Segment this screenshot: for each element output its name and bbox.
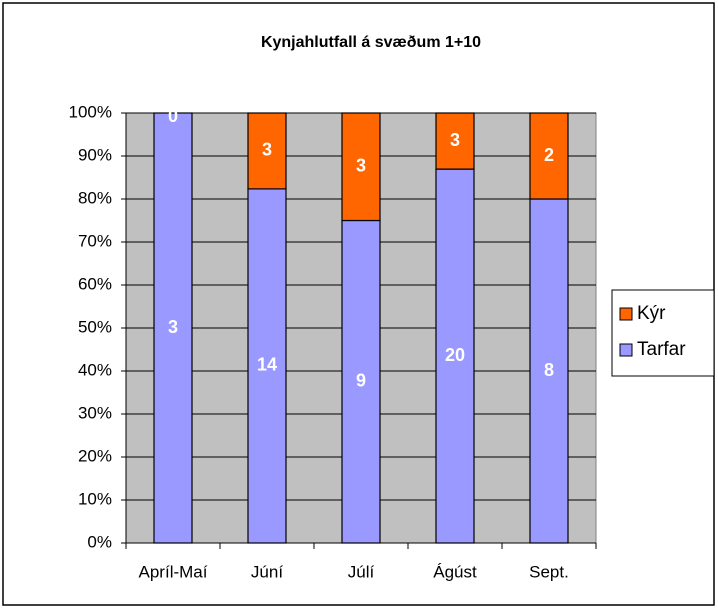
data-label: 20 <box>445 345 465 365</box>
y-tick-label: 20% <box>78 446 112 465</box>
y-tick-label: 0% <box>87 532 112 551</box>
data-label: 0 <box>168 106 178 126</box>
bar-segment <box>247 112 287 190</box>
y-tick-label: 60% <box>78 274 112 293</box>
bar-segment <box>153 112 193 544</box>
data-label: 3 <box>262 140 272 160</box>
y-tick-label: 50% <box>78 317 112 336</box>
legend-label: Kýr <box>637 303 666 324</box>
y-tick-label: 70% <box>78 231 112 250</box>
x-tick-label: Ágúst <box>433 562 477 581</box>
data-label: 8 <box>544 360 554 380</box>
x-tick-label: Júlí <box>348 562 375 581</box>
bar-segment <box>341 219 381 544</box>
data-label: 14 <box>257 355 277 375</box>
x-tick-label: Júní <box>251 562 283 581</box>
bar-segment <box>435 112 475 170</box>
bar-segment <box>435 168 475 544</box>
y-tick-label: 10% <box>78 489 112 508</box>
bar-segment <box>247 188 287 544</box>
data-label: 3 <box>356 156 366 176</box>
y-tick-label: 30% <box>78 403 112 422</box>
x-tick-label: Sept. <box>529 562 569 581</box>
data-label: 2 <box>544 145 554 165</box>
bar-segment <box>529 198 569 544</box>
bar-segment <box>341 112 381 222</box>
bar-segment <box>529 112 569 200</box>
y-tick-label: 80% <box>78 188 112 207</box>
y-tick-label: 100% <box>69 102 112 121</box>
x-tick-label: Apríl-Maí <box>139 562 208 581</box>
legend-swatch <box>619 343 633 357</box>
y-tick-label: 40% <box>78 360 112 379</box>
y-tick-label: 90% <box>78 145 112 164</box>
chart-title: Kynjahlutfall á svæðum 1+10 <box>261 34 481 51</box>
legend-swatch <box>619 307 633 321</box>
data-label: 9 <box>356 371 366 391</box>
legend <box>611 289 715 377</box>
legend-label: Tarfar <box>637 339 686 360</box>
data-label: 3 <box>450 130 460 150</box>
data-label: 3 <box>168 317 178 337</box>
